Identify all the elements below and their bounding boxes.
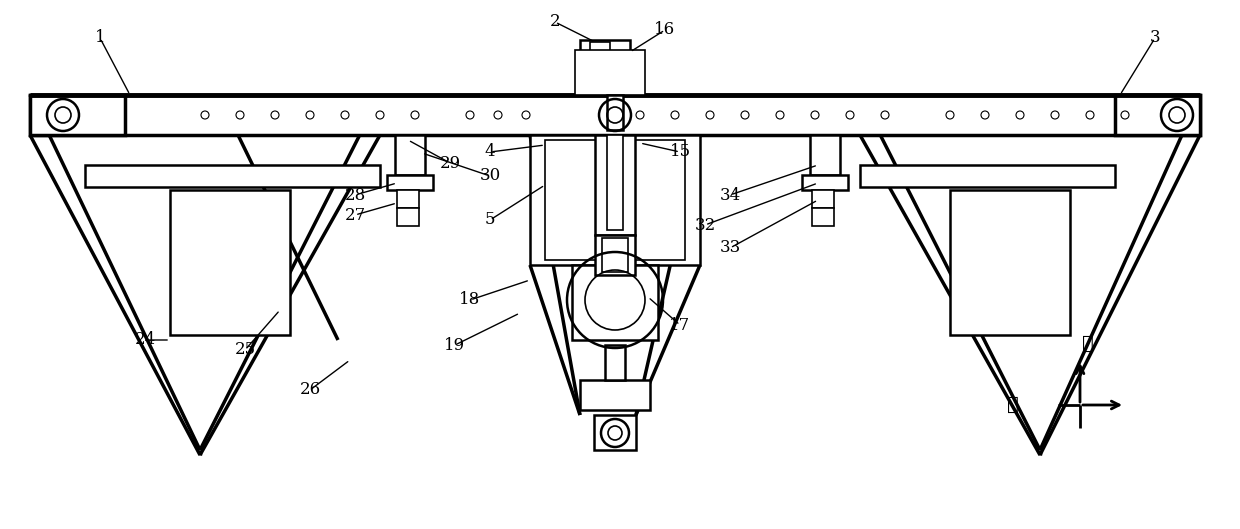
Text: 33: 33 — [719, 240, 740, 257]
Text: 27: 27 — [345, 206, 366, 223]
Bar — [595, 235, 635, 275]
Text: 26: 26 — [299, 381, 321, 398]
Bar — [608, 135, 622, 230]
Bar — [546, 140, 684, 260]
Bar — [590, 42, 610, 95]
Text: 3: 3 — [1149, 30, 1161, 47]
Bar — [812, 190, 835, 208]
Bar — [575, 50, 645, 95]
Text: 32: 32 — [694, 216, 715, 233]
Text: 前: 前 — [1083, 335, 1094, 353]
Text: 30: 30 — [480, 168, 501, 185]
Bar — [387, 175, 433, 190]
Text: 24: 24 — [134, 332, 156, 349]
Text: 18: 18 — [459, 291, 481, 308]
Bar — [950, 190, 1070, 335]
Text: 28: 28 — [345, 187, 366, 204]
Text: 16: 16 — [655, 22, 676, 39]
Text: 25: 25 — [234, 342, 255, 359]
Text: 29: 29 — [439, 154, 460, 171]
Bar — [580, 40, 630, 95]
Bar — [396, 135, 425, 175]
Text: 34: 34 — [719, 187, 740, 204]
Text: 左: 左 — [1007, 396, 1019, 414]
Bar — [608, 95, 622, 130]
Bar — [170, 190, 290, 335]
Text: 1: 1 — [94, 30, 105, 47]
Text: 5: 5 — [485, 212, 495, 229]
Bar — [595, 135, 635, 235]
Bar — [572, 265, 658, 340]
Bar — [580, 380, 650, 410]
Bar — [86, 165, 379, 187]
Bar — [594, 415, 636, 450]
Bar — [397, 208, 419, 226]
Bar — [861, 165, 1115, 187]
Bar — [812, 208, 835, 226]
Bar — [529, 135, 701, 265]
Text: 4: 4 — [485, 143, 495, 160]
Bar — [802, 175, 848, 190]
Text: 2: 2 — [549, 14, 560, 31]
Bar — [601, 238, 627, 272]
Bar — [30, 95, 1200, 135]
Bar — [810, 135, 839, 175]
Text: 15: 15 — [670, 143, 691, 160]
Bar — [397, 190, 419, 208]
Bar — [30, 95, 125, 135]
Bar — [605, 345, 625, 380]
Text: 17: 17 — [670, 316, 691, 333]
Text: 19: 19 — [444, 336, 465, 353]
Bar — [1115, 95, 1200, 135]
